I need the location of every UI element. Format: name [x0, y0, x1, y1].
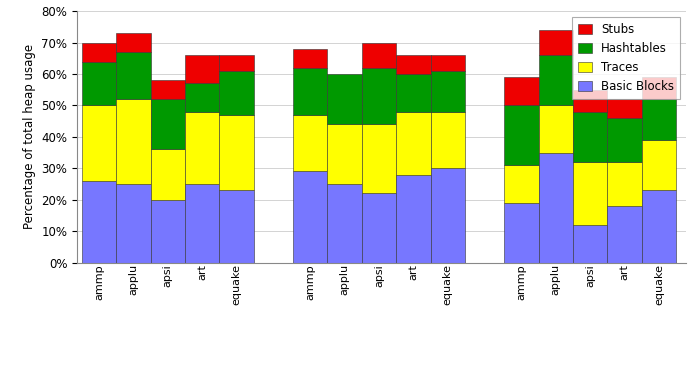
Bar — [150, 149, 185, 200]
Bar — [504, 77, 539, 105]
Bar — [293, 171, 328, 262]
Bar — [185, 55, 219, 84]
Bar — [573, 162, 608, 225]
Bar — [608, 206, 642, 262]
Bar — [82, 181, 116, 262]
Bar — [185, 184, 219, 262]
Bar — [362, 124, 396, 194]
Bar — [642, 140, 676, 190]
Bar — [608, 99, 642, 118]
Bar — [539, 153, 573, 262]
Bar — [116, 99, 150, 184]
Bar — [219, 115, 254, 190]
Bar — [219, 55, 254, 71]
Bar — [293, 115, 328, 171]
Bar — [642, 190, 676, 262]
Bar — [362, 68, 396, 124]
Bar — [430, 71, 465, 112]
Bar — [362, 43, 396, 68]
Bar — [608, 118, 642, 162]
Bar — [116, 184, 150, 262]
Bar — [116, 33, 150, 52]
Bar — [82, 105, 116, 181]
Bar — [642, 99, 676, 140]
Legend: Stubs, Hashtables, Traces, Basic Blocks: Stubs, Hashtables, Traces, Basic Blocks — [572, 17, 680, 99]
Bar — [573, 225, 608, 262]
Bar — [396, 175, 430, 262]
Bar — [539, 105, 573, 153]
Bar — [185, 84, 219, 112]
Bar — [293, 68, 328, 115]
Bar — [362, 194, 396, 262]
Bar — [293, 49, 328, 68]
Bar — [116, 52, 150, 99]
Bar — [328, 184, 362, 262]
Bar — [396, 74, 430, 112]
Bar — [504, 165, 539, 203]
Bar — [430, 168, 465, 262]
Bar — [328, 124, 362, 184]
Bar — [430, 112, 465, 168]
Bar — [396, 55, 430, 74]
Bar — [150, 200, 185, 262]
Bar — [396, 112, 430, 175]
Bar — [430, 55, 465, 71]
Bar — [150, 99, 185, 149]
Bar — [504, 105, 539, 165]
Bar — [573, 90, 608, 112]
Bar — [219, 190, 254, 262]
Y-axis label: Percentage of total heap usage: Percentage of total heap usage — [22, 44, 36, 230]
Bar — [642, 77, 676, 99]
Bar — [82, 62, 116, 105]
Bar — [539, 55, 573, 105]
Bar — [504, 203, 539, 262]
Bar — [328, 74, 362, 124]
Bar — [150, 80, 185, 99]
Bar — [219, 71, 254, 115]
Bar — [608, 162, 642, 206]
Bar — [539, 30, 573, 55]
Bar — [185, 112, 219, 184]
Bar — [573, 112, 608, 162]
Bar — [82, 43, 116, 62]
